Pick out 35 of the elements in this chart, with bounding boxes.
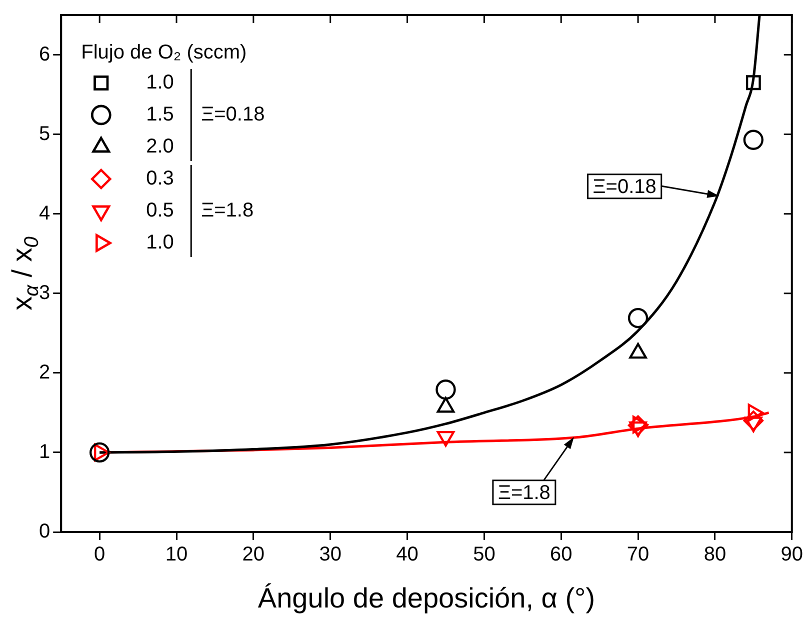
y-tick-label: 6 [39,43,50,66]
x-tick-label: 70 [626,544,650,566]
point [746,75,761,90]
legend-label: 0.5 [146,200,174,222]
y-tick-label: 5 [39,122,50,145]
point [628,415,648,436]
y-tick-label: 2 [39,361,50,384]
x-axis-title: Ángulo de deposición, α (°) [258,582,596,614]
x-tick-label: 50 [473,544,496,566]
y-tick-label: 4 [39,202,50,224]
point [743,410,764,431]
legend-label: 2.0 [146,136,174,158]
annotation: Ξ=1.8 [498,482,550,504]
annotation: Ξ=1.8 [201,200,254,222]
legend-title: Flujo de O₂ (sccm) [81,42,247,64]
legend-label: 1.5 [146,104,174,126]
x-tick-label: 80 [704,544,726,566]
point [89,442,110,463]
x-tick-label: 0 [94,544,106,566]
x-tick-label: 20 [242,544,265,566]
point [436,380,456,400]
x-tick-label: 90 [780,544,803,566]
y-tick-label: 0 [39,520,50,543]
x-tick-label: 40 [396,544,418,566]
legend-label: 1.0 [146,72,174,94]
point [743,130,764,150]
x-tick-label: 60 [550,544,572,566]
x-tick-label: 10 [165,544,188,566]
annotation: Ξ=0.18 [201,104,265,126]
point [628,308,648,328]
legend-label: 0.3 [146,168,174,190]
y-tick-label: 1 [39,440,50,463]
x-tick-label: 30 [319,544,342,566]
legend-label: 1.0 [146,232,174,254]
annotation: Ξ=0.18 [592,176,656,198]
